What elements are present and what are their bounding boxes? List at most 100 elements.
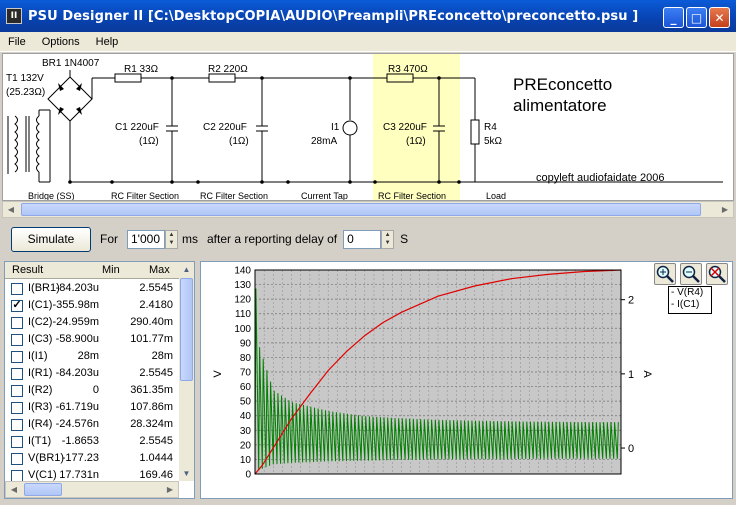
c3-esr: (1Ω) [406,136,426,147]
c1-esr: (1Ω) [139,136,159,147]
header-result[interactable]: Result [12,264,44,276]
scroll-left-arrow[interactable]: ◀ [7,205,15,214]
y-tick-label: 120 [234,295,251,306]
app-icon: II [6,8,22,24]
delay-label: after a reporting delay of [207,232,338,246]
menu-file[interactable]: File [8,35,26,48]
table-row[interactable]: I(BR1) -84.203u 2.5545 [5,280,179,297]
table-row[interactable]: I(R3) -61.719u 107.86m [5,399,179,416]
result-max: 28m [151,350,173,362]
spin-down-icon[interactable]: ▼ [168,240,175,247]
result-max: 169.46 [139,469,173,481]
legend-v-r4: - V(R4) [671,287,704,298]
result-name: I(R1) [28,367,53,379]
table-row[interactable]: I(C3) -58.900u 101.77m [5,331,179,348]
delay-input[interactable]: 0 [343,229,382,249]
results-list[interactable]: Result Min Max I(BR1) -84.203u 2.5545 ✓ I(C1… [4,261,195,499]
table-row[interactable]: I(R2) 0 361.35m [5,382,179,399]
result-min: -1.8653 [61,435,99,447]
table-row[interactable]: I(C2) -24.959m 290.40m [5,314,179,331]
scroll-up-arrow[interactable]: ▲ [182,265,191,274]
result-name: I(C2) [28,316,53,328]
spin-up-icon[interactable]: ▲ [384,231,391,238]
i1-label: I1 [331,122,340,133]
series-v-r4 [254,269,622,475]
schematic-canvas[interactable]: T1 132V (25.23Ω) BR1 1N4007 R1 33Ω R2 22… [2,53,734,201]
table-row[interactable]: I(I1) 28m 28m [5,348,179,365]
zoom-out-button[interactable] [680,263,702,285]
header-min[interactable]: Min [102,264,120,276]
header-max[interactable]: Max [149,264,170,276]
result-name: I(R3) [28,401,53,413]
bridge-label: BR1 1N4007 [42,58,100,69]
result-checkbox[interactable] [11,436,23,448]
close-button[interactable]: ✕ [709,7,730,28]
table-row[interactable]: V(BR1) -177.23 1.0444 [5,450,179,467]
result-min: -58.900u [55,333,99,345]
result-checkbox[interactable] [11,351,23,363]
result-max: 2.5545 [139,367,173,379]
scroll-right-arrow[interactable]: ▶ [166,485,174,494]
scroll-thumb[interactable] [21,203,701,216]
table-row[interactable]: I(R1) -84.203u 2.5545 [5,365,179,382]
schematic-hscrollbar[interactable]: ◀ ▶ [2,201,734,218]
s-label: S [400,232,409,246]
simulate-button[interactable]: Simulate [11,226,91,252]
result-name: I(C3) [28,333,53,345]
y-tick-label: 10 [240,455,252,466]
result-checkbox[interactable] [11,453,23,465]
y2-tick-label: 0 [628,443,634,455]
y-tick-label: 80 [240,353,252,364]
section-current-tap: Current Tap [301,191,348,201]
menu-help[interactable]: Help [95,35,119,48]
result-checkbox[interactable] [11,402,23,414]
results-hscrollbar[interactable]: ◀ ▶ [5,481,179,498]
graph-panel[interactable]: 0 10 20 30 40 50 60 70 80 90 100 110 120 130 140 0 1 2 V A [200,261,733,499]
scroll-down-arrow[interactable]: ▼ [182,469,191,478]
spin-up-icon[interactable]: ▲ [168,231,175,238]
result-checkbox[interactable]: ✓ [11,299,23,312]
table-row[interactable]: I(R4) -24.576n 28.324m [5,416,179,433]
r1-label: R1 33Ω [124,64,159,75]
table-row[interactable]: ✓ I(C1) -355.98m 2.4180 [5,297,179,314]
scroll-thumb[interactable] [24,483,62,496]
c2-label: C2 220uF [203,122,247,133]
scroll-left-arrow[interactable]: ◀ [10,485,18,494]
result-checkbox[interactable] [11,334,23,346]
spin-down-icon[interactable]: ▼ [384,240,391,247]
project-title-line2: alimentatore [513,96,607,115]
duration-input[interactable]: 1'000 [127,229,165,249]
y-tick-label: 20 [240,440,252,451]
minimize-button[interactable]: _ [663,7,684,28]
table-row[interactable]: I(T1) -1.8653 2.5545 [5,433,179,450]
simulation-bar: Simulate For 1'000 ▲ ▼ ms after a reporti… [2,220,734,258]
scroll-thumb[interactable] [180,278,193,381]
delay-spinner[interactable]: ▲ ▼ [381,229,395,249]
result-max: 1.0444 [139,452,173,464]
result-max: 2.5545 [139,282,173,294]
menu-options[interactable]: Options [41,35,80,48]
zoom-in-button[interactable] [654,263,676,285]
y-tick-label: 30 [240,426,252,437]
scroll-right-arrow[interactable]: ▶ [721,205,729,214]
c3-label: C3 220uF [383,122,427,133]
window-title: PSU Designer II [C:\DesktopCOPIA\AUDIO\P… [28,8,639,24]
y2-tick-label: 1 [628,369,634,381]
zoom-in-icon [656,265,674,283]
result-max: 290.40m [130,316,173,328]
result-checkbox[interactable] [11,317,23,329]
y2-tick-label: 2 [628,295,634,307]
results-vscrollbar[interactable]: ▲ ▼ [179,262,194,481]
result-min: -355.98m [52,299,99,311]
c1-label: C1 220uF [115,122,159,133]
circuit-diagram: T1 132V (25.23Ω) BR1 1N4007 R1 33Ω R2 22… [6,54,723,201]
result-min: -84.203u [55,282,99,294]
maximize-button[interactable]: □ [686,7,707,28]
result-checkbox[interactable] [11,419,23,431]
y-tick-label: 140 [234,266,251,277]
zoom-reset-button[interactable] [706,263,728,285]
result-checkbox[interactable] [11,368,23,380]
duration-spinner[interactable]: ▲ ▼ [165,229,178,249]
result-checkbox[interactable] [11,283,23,295]
result-checkbox[interactable] [11,385,23,397]
